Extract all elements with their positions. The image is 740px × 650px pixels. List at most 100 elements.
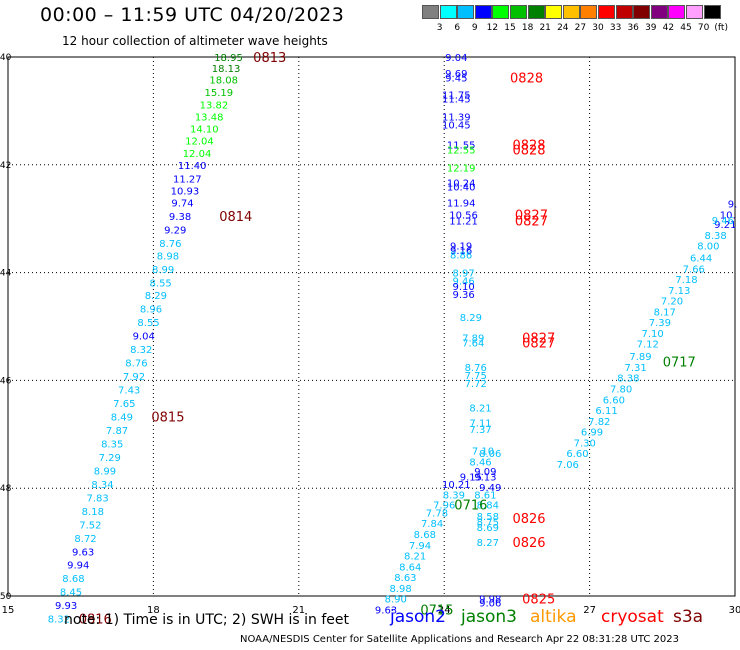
wave-height-label: 13.48 bbox=[195, 112, 224, 123]
legend-label: 6 bbox=[454, 23, 461, 33]
wave-height-label: 9.49 bbox=[479, 483, 501, 494]
wave-height-label: 10.45 bbox=[442, 120, 471, 131]
y-tick-label: -44 bbox=[0, 269, 12, 279]
wave-height-label: 8.27 bbox=[477, 538, 499, 549]
legend-swatch bbox=[686, 5, 703, 19]
wave-height-label: 13.82 bbox=[200, 100, 229, 111]
wave-height-label: 9.19 bbox=[450, 242, 472, 253]
pass-time-label: 0815 bbox=[151, 411, 184, 426]
wave-height-label: 8.39 bbox=[443, 491, 465, 502]
wave-height-label: 8.61 bbox=[474, 491, 496, 502]
wave-height-label: 8.76 bbox=[125, 359, 147, 370]
wave-height-label: 11.21 bbox=[449, 216, 478, 227]
y-tick-label: -50 bbox=[0, 592, 12, 602]
wave-height-label: 7.37 bbox=[469, 425, 491, 436]
wave-height-label: 11.40 bbox=[178, 161, 207, 172]
wave-height-label: 7.13 bbox=[668, 286, 690, 297]
pass-time-label: 0827 bbox=[515, 208, 548, 223]
wave-height-label: 9.69 bbox=[445, 69, 467, 80]
wave-height-label: 9.13 bbox=[474, 472, 496, 483]
legend-label: 3 bbox=[436, 23, 443, 33]
wave-height-label: 7.64 bbox=[462, 339, 484, 350]
pass-time-label: 0828 bbox=[512, 144, 545, 159]
wave-height-label: 6.11 bbox=[595, 406, 617, 417]
wave-height-label: 8.64 bbox=[399, 562, 421, 573]
wave-height-label: 7.29 bbox=[99, 453, 121, 464]
wave-height-label: 18.13 bbox=[212, 64, 241, 75]
wave-height-label: 8.75 bbox=[477, 518, 499, 529]
wave-height-label: 7.31 bbox=[625, 363, 647, 374]
wave-height-label: 7.12 bbox=[637, 340, 659, 351]
satellite-s3a: s3a bbox=[673, 607, 704, 627]
legend-label: 70 bbox=[697, 23, 710, 33]
wave-height-label: 7.18 bbox=[675, 275, 697, 286]
wave-height-label: 7.39 bbox=[649, 318, 671, 329]
wave-height-label: 11.55 bbox=[447, 140, 476, 151]
y-tick-label: -40 bbox=[0, 53, 12, 63]
wave-height-label: 9.04 bbox=[445, 53, 467, 64]
wave-height-label: 15.19 bbox=[205, 88, 234, 99]
satellite-cryosat: cryosat bbox=[601, 607, 664, 627]
pass-time-label: 0715 bbox=[420, 603, 453, 618]
wave-height-label: 8.90 bbox=[385, 595, 407, 606]
wave-height-label: 7.43 bbox=[118, 386, 140, 397]
wave-height-label: 8.97 bbox=[452, 269, 474, 280]
wave-height-label: 11.27 bbox=[173, 174, 202, 185]
wave-height-label: 9.94 bbox=[67, 561, 89, 572]
wave-height-label: 8.55 bbox=[150, 278, 172, 289]
legend-swatch bbox=[527, 5, 545, 19]
wave-height-label: 9.74 bbox=[171, 199, 193, 210]
wave-height-label: 7.10 bbox=[641, 329, 663, 340]
legend-swatch bbox=[474, 5, 492, 19]
wave-height-label: 6.60 bbox=[603, 395, 625, 406]
wave-height-label: 8.84 bbox=[477, 500, 499, 511]
pass-time-label: 0826 bbox=[512, 536, 545, 551]
wave-height-label: 7.80 bbox=[610, 384, 632, 395]
wave-height-label: 11.45 bbox=[442, 95, 471, 106]
pass-time-label: 0827 bbox=[515, 214, 548, 229]
wave-height-label: 7.89 bbox=[629, 352, 651, 363]
legend-label: 27 bbox=[574, 23, 587, 33]
wave-height-label: 9. bbox=[728, 200, 738, 211]
wave-height-label: 7.94 bbox=[409, 541, 431, 552]
wave-height-label: 8.69 bbox=[477, 523, 499, 534]
wave-height-label: 14.10 bbox=[190, 125, 219, 136]
wave-height-label: 9.93 bbox=[55, 601, 77, 612]
wave-height-label: 10.21 bbox=[442, 480, 471, 491]
wave-height-label: 6.60 bbox=[566, 449, 588, 460]
wave-height-label: 9.98 bbox=[479, 595, 501, 606]
wave-height-label: 8.76 bbox=[465, 363, 487, 374]
wave-height-label: 8.32 bbox=[130, 345, 152, 356]
wave-height-label: 9.46 bbox=[452, 277, 474, 288]
wave-height-label: 10. bbox=[720, 210, 736, 221]
wave-height-label: 9.46 bbox=[712, 216, 734, 227]
wave-height-label: 6.44 bbox=[690, 254, 712, 265]
pass-time-label: 0828 bbox=[510, 71, 543, 86]
pass-time-label: 0827 bbox=[522, 331, 555, 346]
wave-height-label: 9.09 bbox=[474, 467, 496, 478]
wave-height-label: 7.72 bbox=[465, 379, 487, 390]
wave-height-label: 7.10 bbox=[472, 446, 494, 457]
wave-height-label: 7.11 bbox=[469, 418, 491, 429]
x-tick-label: 21 bbox=[292, 605, 305, 616]
legend-swatch bbox=[650, 5, 668, 19]
wave-height-label: 8.72 bbox=[74, 534, 96, 545]
wave-height-label: 8.17 bbox=[654, 307, 676, 318]
wave-height-label: 6.99 bbox=[581, 428, 603, 439]
x-tick-label: 30 bbox=[729, 605, 740, 616]
wave-height-label: 9.04 bbox=[133, 332, 155, 343]
legend-swatch bbox=[615, 5, 633, 19]
legend-label: 36 bbox=[627, 23, 639, 33]
legend-swatch bbox=[562, 5, 580, 19]
wave-height-label: 11.94 bbox=[447, 199, 476, 210]
x-tick-label: 24 bbox=[438, 605, 451, 616]
legend-swatch bbox=[703, 5, 721, 19]
pass-time-label: 0813 bbox=[253, 51, 286, 66]
wave-height-label: 8.99 bbox=[94, 466, 116, 477]
wave-height-label: 18.95 bbox=[214, 53, 243, 64]
satellite-jason3: jason3 bbox=[461, 607, 517, 627]
wave-height-label: 7.83 bbox=[87, 493, 109, 504]
x-tick-label: 15 bbox=[2, 605, 15, 616]
wave-height-label: 9.10 bbox=[452, 282, 474, 293]
